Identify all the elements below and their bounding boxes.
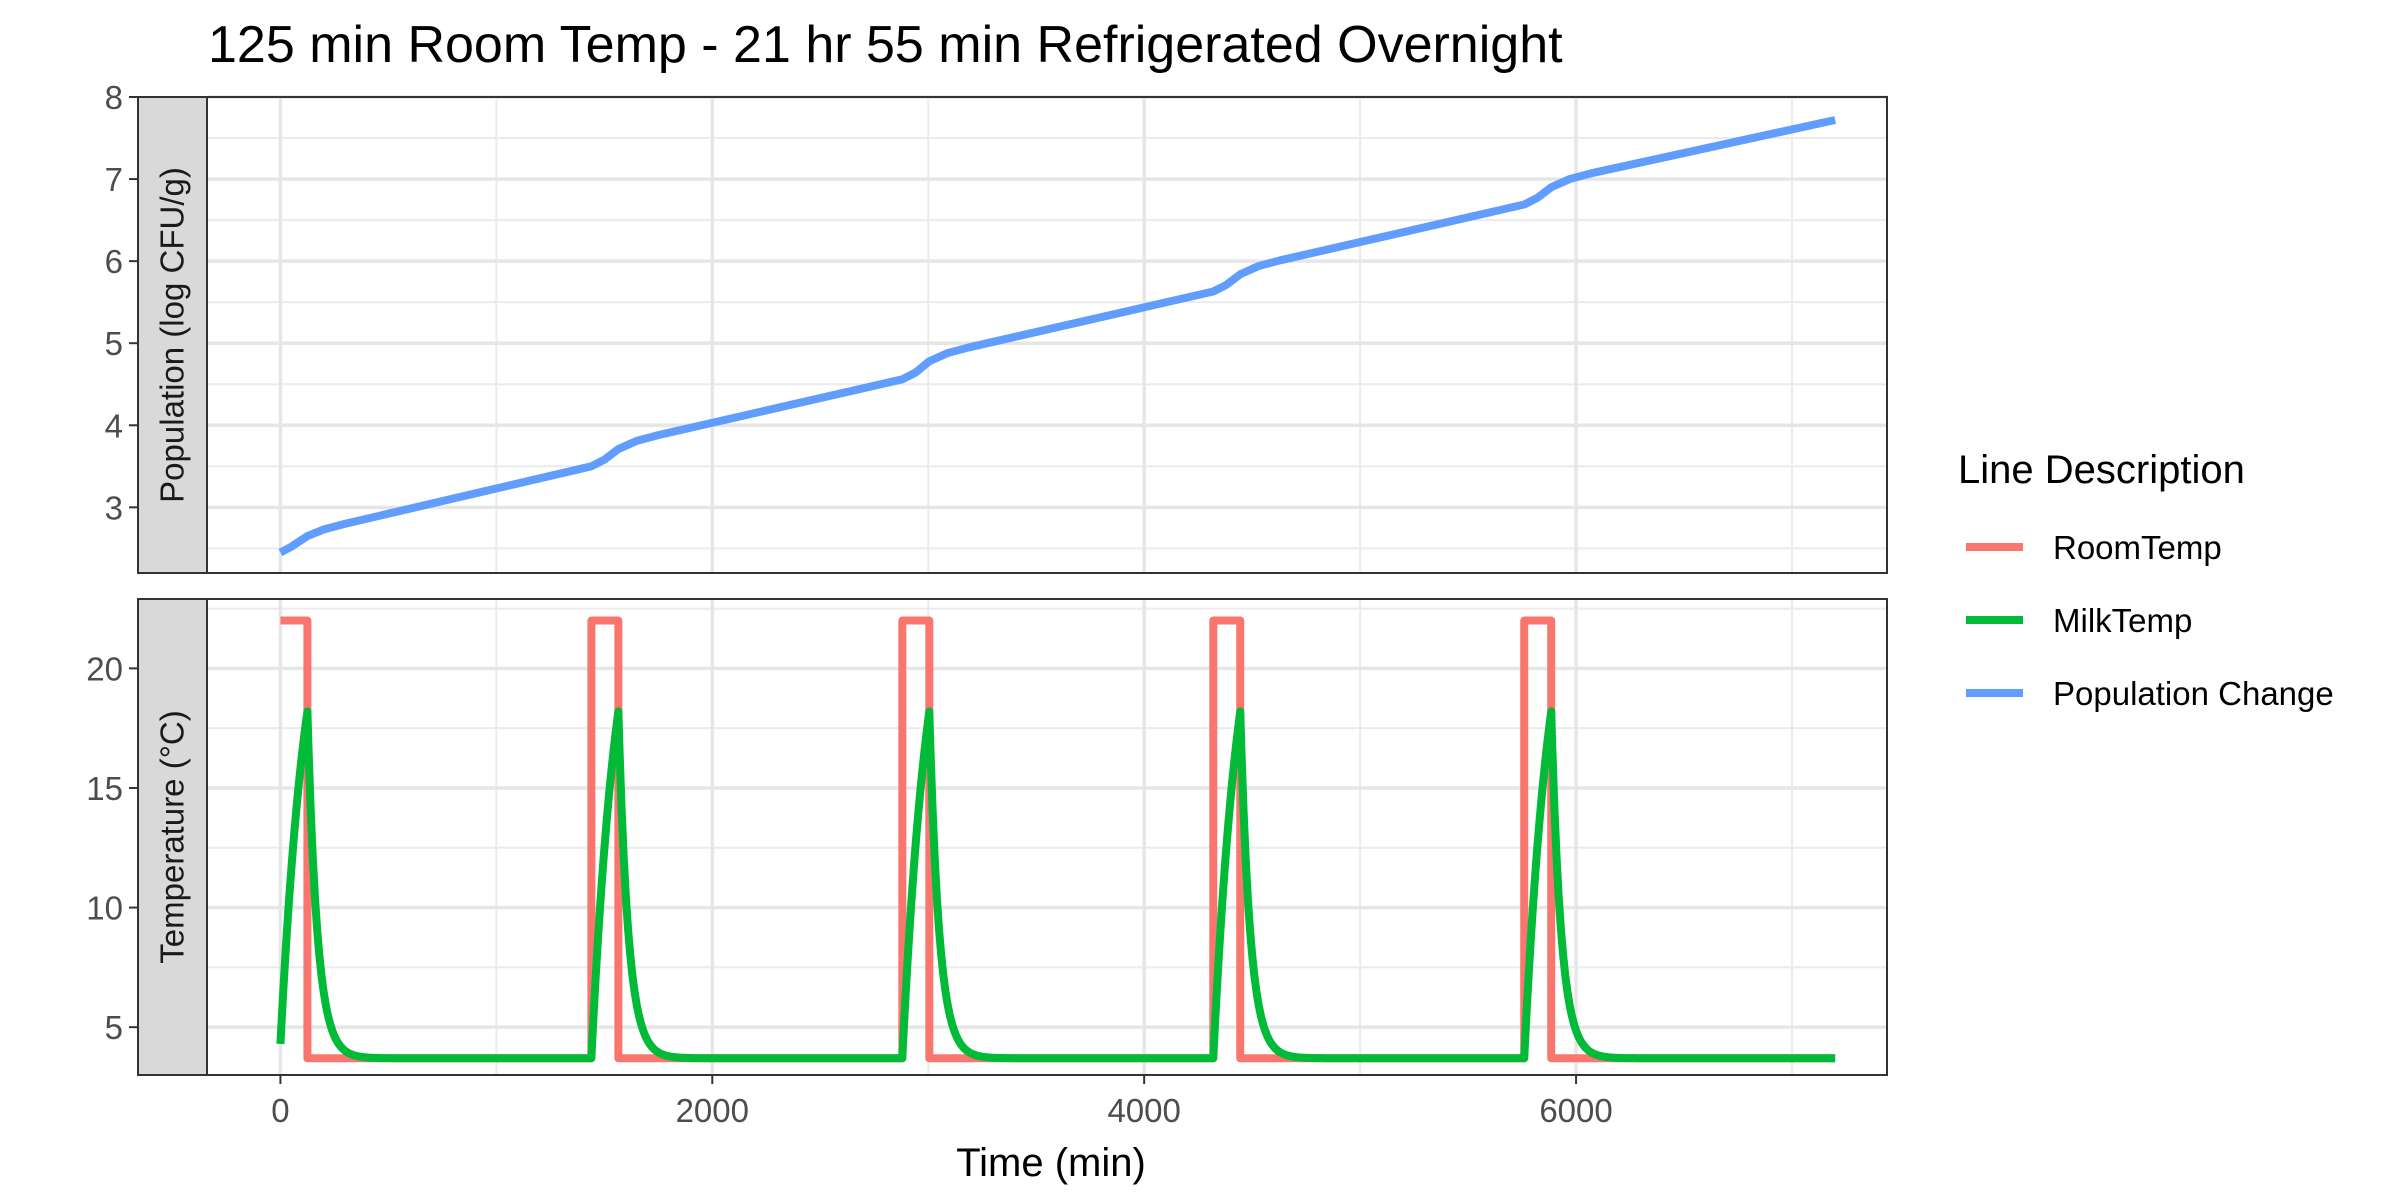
x-tick-label: 6000 bbox=[1539, 1092, 1612, 1129]
x-tick-label: 2000 bbox=[676, 1092, 749, 1129]
y-tick-label: 5 bbox=[105, 1009, 123, 1046]
chart-title: 125 min Room Temp - 21 hr 55 min Refrige… bbox=[208, 16, 1563, 74]
series-line-milktemp bbox=[276, 707, 1838, 1063]
y-tick-label: 15 bbox=[86, 770, 123, 807]
y-tick-label: 3 bbox=[105, 489, 123, 526]
y-tick-label: 5 bbox=[105, 325, 123, 362]
x-axis-title: Time (min) bbox=[956, 1141, 1146, 1185]
legend-label: RoomTemp bbox=[2053, 529, 2222, 566]
x-axis: 0 2000 4000 6000 bbox=[271, 1075, 1613, 1129]
strip-label: Population (log CFU/g) bbox=[154, 167, 191, 503]
x-tick-label: 0 bbox=[271, 1092, 289, 1129]
legend-label: Population Change bbox=[2053, 675, 2334, 712]
series-line-population-change bbox=[278, 116, 1837, 557]
legend: Line Description RoomTemp MilkTemp Populat… bbox=[1958, 448, 2334, 712]
strip-background bbox=[137, 96, 208, 574]
y-tick-label: 20 bbox=[86, 650, 123, 687]
series-group bbox=[276, 616, 1838, 1063]
legend-label: MilkTemp bbox=[2053, 602, 2192, 639]
series-group bbox=[278, 116, 1837, 557]
population-panel: Population (log CFU/g) 3 4 5 6 7 8 bbox=[105, 79, 1888, 574]
panel-background bbox=[207, 97, 1887, 573]
temperature-panel: Temperature (°C) 5 10 15 20 bbox=[86, 598, 1888, 1076]
y-tick-label: 6 bbox=[105, 243, 123, 280]
y-tick-label: 8 bbox=[105, 79, 123, 116]
y-tick-label: 7 bbox=[105, 161, 123, 198]
y-tick-label: 10 bbox=[86, 890, 123, 927]
strip-background bbox=[137, 598, 208, 1076]
y-tick-label: 4 bbox=[105, 407, 123, 444]
legend-title: Line Description bbox=[1958, 448, 2245, 492]
strip-label: Temperature (°C) bbox=[154, 710, 191, 963]
x-tick-label: 4000 bbox=[1107, 1092, 1180, 1129]
panel-background bbox=[207, 599, 1887, 1075]
